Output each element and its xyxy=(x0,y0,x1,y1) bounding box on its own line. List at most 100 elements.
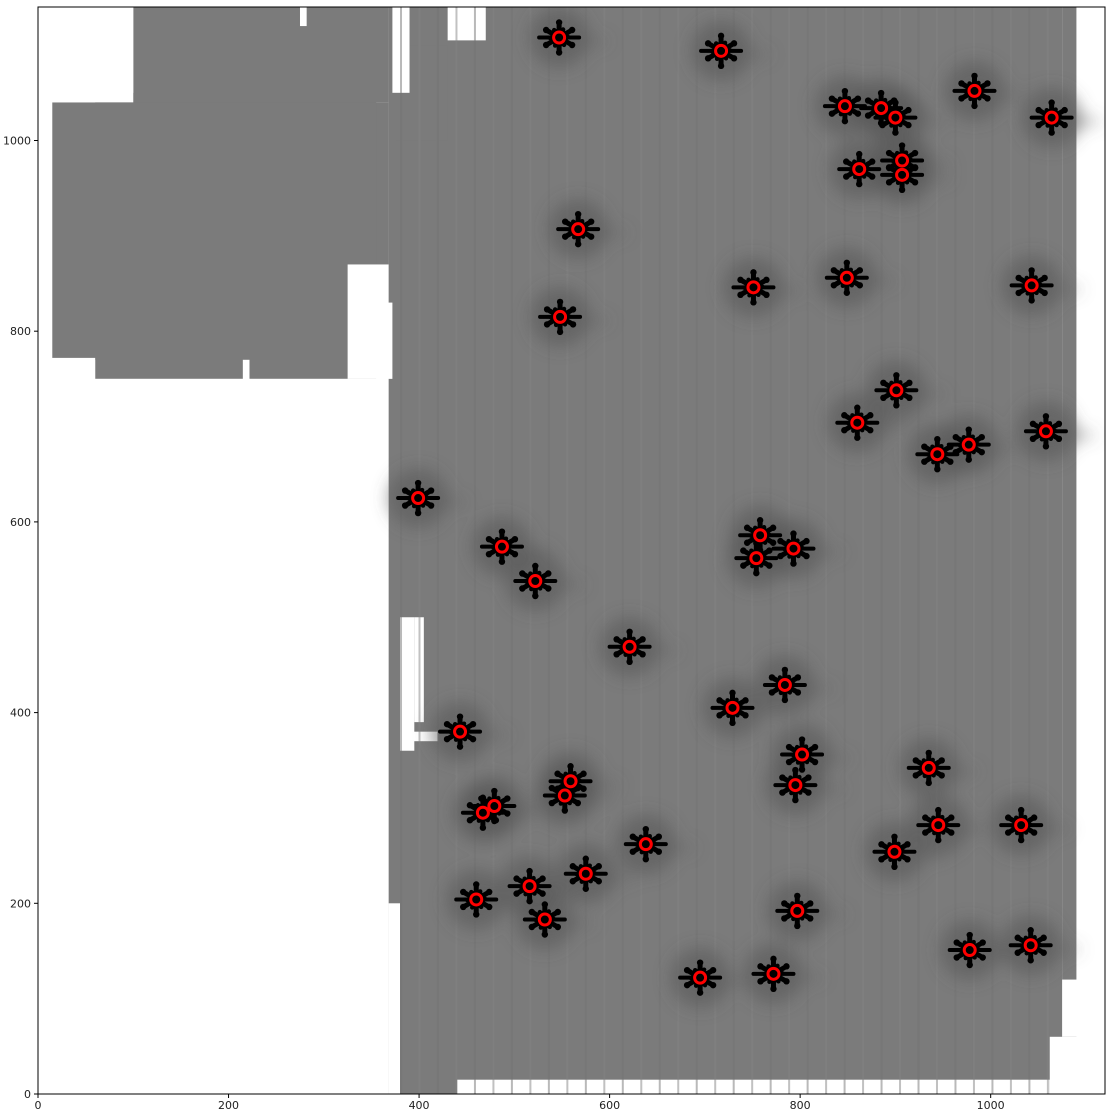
spike-knot xyxy=(543,42,549,48)
y-tick-label: 0 xyxy=(24,1088,31,1101)
spike-knot xyxy=(428,487,434,493)
spike-knot xyxy=(958,80,964,86)
spike-knot xyxy=(904,841,910,847)
spike-knot xyxy=(770,986,776,992)
spike-knot xyxy=(812,744,818,750)
spike-knot xyxy=(854,435,860,441)
y-tick-label: 200 xyxy=(10,897,31,910)
spike-knot xyxy=(807,900,813,906)
spike-knot xyxy=(757,978,763,984)
spike-knot xyxy=(926,750,932,756)
y-axis: 0 200 400 600 800 1000 xyxy=(3,134,38,1101)
y-tick-label: 400 xyxy=(10,707,31,720)
spike-knot xyxy=(1041,275,1047,281)
detector-column xyxy=(603,7,605,1094)
spike-knot xyxy=(486,551,492,557)
spike-knot xyxy=(841,412,847,418)
spike-knot xyxy=(526,868,532,874)
spike-knot xyxy=(913,772,919,778)
spike-knot xyxy=(781,915,787,921)
spike-knot xyxy=(570,878,576,884)
spike-knot xyxy=(742,712,748,718)
spike-knot xyxy=(842,118,848,124)
spike-knot xyxy=(856,181,862,187)
spike-knot xyxy=(886,179,892,185)
spike-knot xyxy=(912,164,918,170)
spike-knot xyxy=(1035,122,1041,128)
spike-knot xyxy=(480,795,486,801)
spike-knot xyxy=(588,233,594,239)
spike-knot xyxy=(1056,436,1062,442)
spike-knot xyxy=(899,157,905,163)
spike-knot xyxy=(750,269,756,275)
spike-knot xyxy=(539,875,545,881)
spike-knot xyxy=(750,299,756,305)
spike-knot xyxy=(428,502,434,508)
spike-knot xyxy=(855,95,861,101)
spike-knot xyxy=(542,931,548,937)
spike-knot xyxy=(1030,436,1036,442)
spike-knot xyxy=(512,536,518,542)
spike-knot xyxy=(1018,807,1024,813)
spike-knot xyxy=(1041,290,1047,296)
spike-knot xyxy=(878,90,884,96)
spike-knot xyxy=(891,834,897,840)
uncovered-region xyxy=(38,379,389,1094)
uncovered-region xyxy=(457,1080,1050,1094)
spike-knot xyxy=(781,900,787,906)
spike-knot xyxy=(843,158,849,164)
spike-knot xyxy=(1031,829,1037,835)
spike-knot xyxy=(899,187,905,193)
x-tick-label: 1000 xyxy=(977,1099,1005,1112)
spike-knot xyxy=(782,667,788,673)
spike-knot xyxy=(1048,129,1054,135)
spike-knot xyxy=(562,233,568,239)
spike-knot xyxy=(857,282,863,288)
spike-knot xyxy=(526,898,532,904)
spike-knot xyxy=(557,299,563,305)
spike-knot xyxy=(1015,290,1021,296)
spike-knot xyxy=(783,963,789,969)
spike-knot xyxy=(971,73,977,79)
detector-column xyxy=(455,7,457,1094)
spike-knot xyxy=(1028,267,1034,273)
spike-knot xyxy=(639,651,645,657)
spike-knot xyxy=(1040,935,1046,941)
spike-knot xyxy=(596,863,602,869)
spike-knot xyxy=(513,890,519,896)
spike-knot xyxy=(1015,950,1021,956)
spike-knot xyxy=(570,321,576,327)
spike-knot xyxy=(1005,829,1011,835)
spike-knot xyxy=(856,151,862,157)
spike-knot xyxy=(855,110,861,116)
spike-knot xyxy=(473,881,479,887)
spike-knot xyxy=(843,173,849,179)
spike-knot xyxy=(934,466,940,472)
spike-knot xyxy=(763,292,769,298)
uncovered-region xyxy=(389,903,400,1094)
spike-knot xyxy=(1043,443,1049,449)
spike-knot xyxy=(499,528,505,534)
spike-knot xyxy=(1040,950,1046,956)
spike-knot xyxy=(557,329,563,335)
spike-knot xyxy=(869,158,875,164)
image-area xyxy=(38,7,1105,1094)
spike-knot xyxy=(1015,935,1021,941)
spike-knot xyxy=(913,757,919,763)
spike-knot xyxy=(906,380,912,386)
spike-knot xyxy=(630,848,636,854)
spike-knot xyxy=(786,759,792,765)
spike-knot xyxy=(415,510,421,516)
mosaic-tile xyxy=(133,7,388,102)
spike-knot xyxy=(504,810,510,816)
spike-knot xyxy=(1048,99,1054,105)
spike-knot xyxy=(519,585,525,591)
spike-knot xyxy=(886,150,892,156)
spike-knot xyxy=(639,636,645,642)
spike-knot xyxy=(1027,957,1033,963)
x-tick-label: 200 xyxy=(218,1099,239,1112)
x-tick-label: 600 xyxy=(599,1099,620,1112)
spike-knot xyxy=(782,697,788,703)
spike-knot xyxy=(1030,421,1036,427)
spike-knot xyxy=(1027,927,1033,933)
